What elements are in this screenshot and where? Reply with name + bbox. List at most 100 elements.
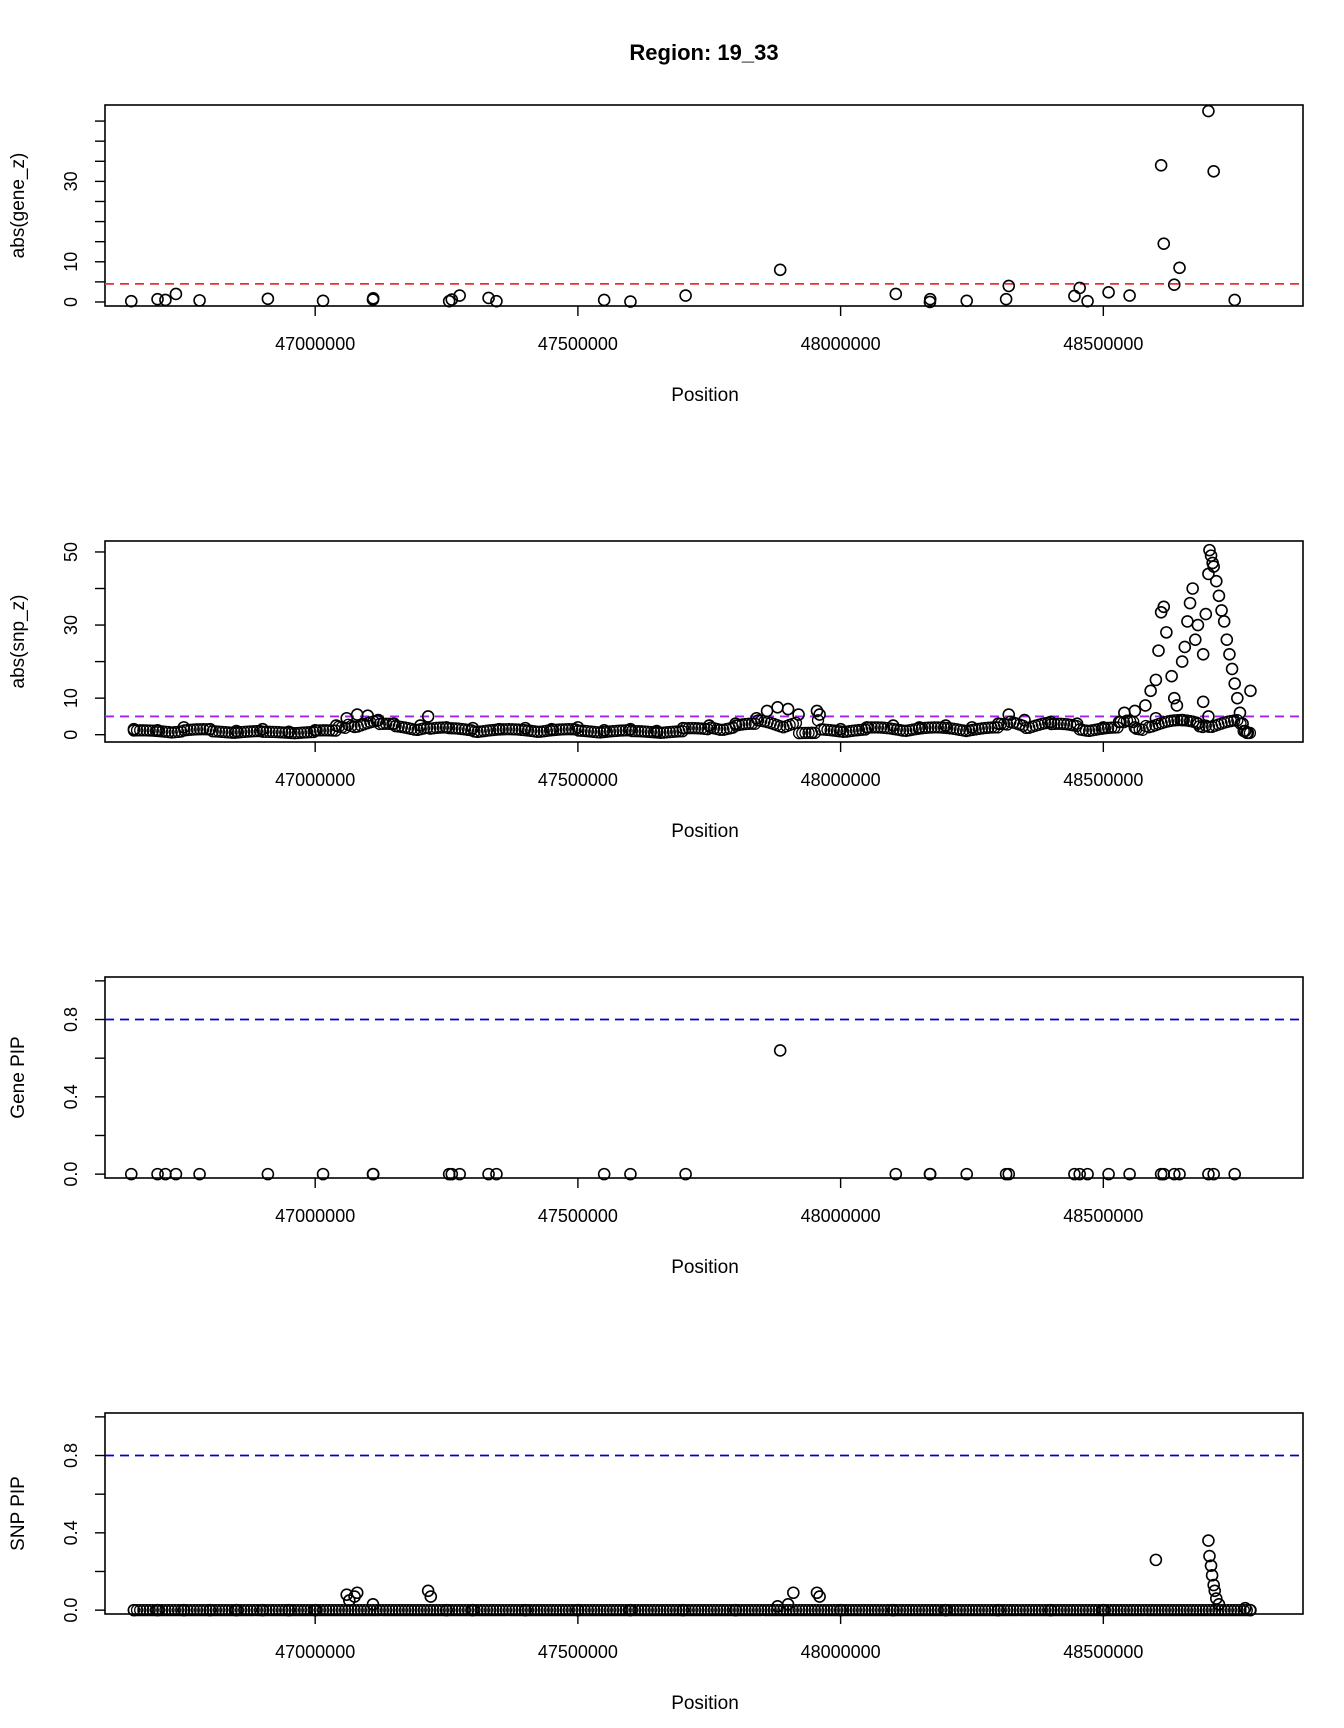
data-point — [1001, 1603, 1014, 1617]
data-point — [1234, 717, 1247, 730]
data-point — [624, 1167, 637, 1181]
x-tick-label: 48500000 — [1063, 1206, 1143, 1226]
data-point — [225, 1603, 238, 1617]
data-point — [1073, 281, 1086, 295]
data-point — [792, 708, 805, 721]
data-point — [710, 1603, 724, 1617]
x-axis-title: Position — [671, 1257, 739, 1278]
data-point — [591, 726, 604, 739]
data-point — [1202, 720, 1216, 733]
data-point — [1174, 713, 1187, 727]
data-point — [606, 1603, 620, 1617]
x-tick-label: 48000000 — [801, 1642, 881, 1662]
data-point — [231, 1603, 245, 1617]
data-point — [528, 1603, 541, 1617]
data-point — [1048, 1603, 1061, 1617]
data-point — [751, 1603, 765, 1617]
data-point — [1081, 1167, 1094, 1181]
x-tick-label: 48500000 — [1063, 770, 1143, 790]
data-point — [1002, 1167, 1016, 1181]
data-point — [320, 724, 333, 737]
data-point — [193, 294, 206, 307]
data-point — [597, 293, 611, 307]
data-point — [366, 292, 380, 305]
data-point — [181, 1603, 194, 1617]
data-point — [1183, 596, 1197, 610]
data-point — [1243, 1603, 1257, 1617]
data-point — [146, 1603, 159, 1617]
data-point — [453, 289, 466, 302]
data-point — [781, 702, 795, 716]
data-point — [433, 1603, 446, 1617]
data-point — [1051, 717, 1064, 730]
data-point — [1178, 640, 1192, 654]
data-point — [222, 1603, 235, 1617]
data-point — [1064, 1603, 1077, 1617]
data-point — [1205, 1569, 1219, 1582]
data-point — [774, 1603, 787, 1617]
data-point — [482, 291, 495, 305]
data-point — [985, 1603, 998, 1617]
data-point — [291, 1603, 304, 1617]
data-point — [294, 1603, 308, 1617]
data-point — [796, 1603, 809, 1617]
data-point — [247, 1603, 260, 1617]
data-point — [1086, 1603, 1099, 1617]
data-point — [433, 721, 446, 734]
data-point — [792, 1603, 806, 1617]
data-point — [1173, 261, 1186, 275]
data-point — [818, 1603, 831, 1617]
data-point — [893, 1603, 907, 1617]
data-point — [1016, 1603, 1030, 1617]
y-tick-label: 0.8 — [61, 1007, 81, 1032]
data-point — [1244, 684, 1257, 698]
data-point — [212, 1603, 226, 1617]
data-point — [373, 1603, 386, 1617]
data-point — [915, 1603, 929, 1617]
data-point — [1205, 1603, 1219, 1617]
data-point — [206, 725, 219, 738]
data-point — [1004, 1603, 1017, 1617]
data-point — [619, 724, 632, 737]
data-point — [923, 1167, 937, 1181]
data-point — [937, 1603, 951, 1617]
data-point — [332, 1603, 345, 1617]
data-point — [263, 1603, 276, 1617]
data-point — [1117, 1603, 1130, 1617]
data-point — [379, 717, 393, 730]
data-point — [323, 1603, 336, 1617]
data-point — [1210, 574, 1223, 588]
data-point — [824, 1603, 837, 1617]
data-point — [1051, 1603, 1064, 1617]
data-point — [966, 1603, 979, 1617]
data-point — [313, 1603, 327, 1617]
data-point — [553, 1603, 566, 1617]
data-point — [562, 1603, 576, 1617]
data-point — [944, 1603, 957, 1617]
data-point — [1139, 1603, 1153, 1617]
data-point — [1196, 647, 1210, 661]
data-point — [392, 1603, 405, 1617]
data-point — [257, 1603, 270, 1617]
data-point — [960, 1167, 974, 1181]
data-point — [815, 723, 828, 736]
data-point — [1157, 600, 1171, 614]
data-point — [1007, 1603, 1020, 1617]
plot-frame — [104, 104, 1304, 307]
data-point — [1240, 726, 1253, 740]
data-point — [269, 1603, 282, 1617]
data-point — [896, 1603, 910, 1617]
data-point — [1057, 1603, 1071, 1617]
y-tick-label: 30 — [61, 171, 81, 191]
data-point — [922, 1603, 935, 1617]
data-point — [928, 721, 941, 734]
data-point — [764, 1603, 777, 1617]
data-point — [1173, 1167, 1186, 1181]
data-point — [209, 725, 223, 738]
data-point — [1167, 691, 1181, 705]
data-point — [569, 1603, 582, 1617]
data-point — [632, 1603, 645, 1617]
data-point — [405, 1603, 418, 1617]
data-point — [228, 1603, 241, 1617]
data-point — [219, 1603, 232, 1617]
